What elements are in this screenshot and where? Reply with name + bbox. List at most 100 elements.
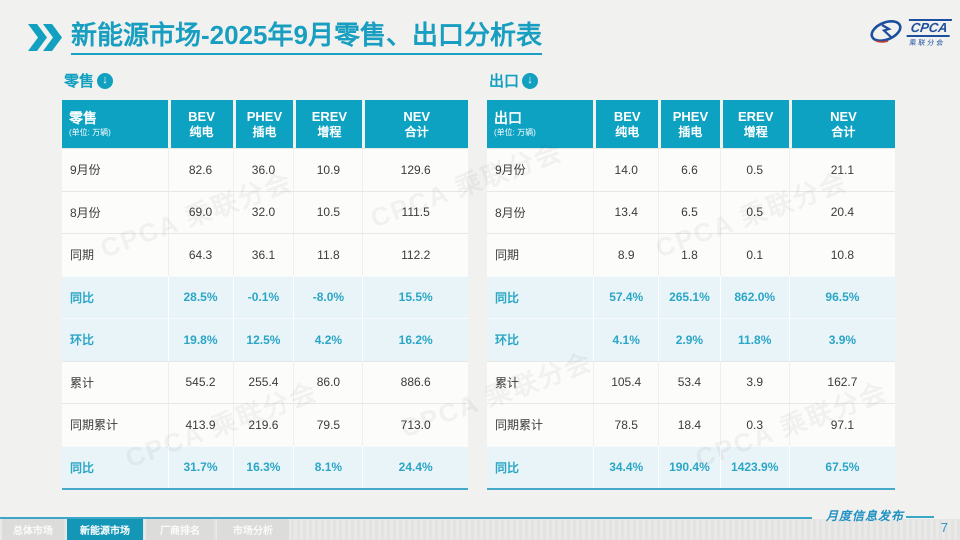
column-header-cn: 合计 (831, 124, 856, 139)
value-cell: 0.5 (719, 191, 789, 233)
row-label-cell: 同期累计 (70, 418, 119, 433)
column-header-en: PHEV (672, 109, 709, 124)
column-header-en: NEV (830, 109, 857, 124)
footer-tab-2[interactable]: 新能源市场 (67, 519, 143, 540)
value-cell: 111.5 (362, 191, 468, 233)
row-label-cell: 同比 (70, 290, 95, 305)
value-cell: -8.0% (293, 276, 362, 318)
value-cell: 78.5 (593, 404, 658, 446)
row-label-cell: 累计 (70, 375, 95, 390)
value-cell: 255.4 (232, 361, 294, 403)
value-cell: 31.7% (167, 446, 233, 488)
row-label-cell: 8月份 (495, 205, 526, 220)
row-label-cell: 同期累计 (495, 418, 544, 433)
arrow-down-circle-icon: ↓ (522, 72, 539, 89)
retail-header-title: 零售 (69, 110, 97, 127)
value-cell: 3.9% (788, 319, 895, 361)
row-label-cell: 累计 (495, 375, 520, 390)
table-row: 同期 64.3 36.1 11.8 112.2 (62, 233, 468, 276)
value-cell: 162.7 (788, 361, 895, 403)
value-cell: 10.9 (293, 149, 362, 191)
value-cell: 11.8 (293, 234, 362, 276)
value-cell: 0.1 (719, 234, 789, 276)
footer-divider-line (0, 517, 812, 519)
retail-section-label: 零售 ↓ (64, 70, 114, 91)
value-cell: -0.1% (232, 276, 294, 318)
value-cell: 0.3 (719, 404, 789, 446)
value-cell: 69.0 (167, 191, 233, 233)
table-row: 同期累计 413.9 219.6 79.5 713.0 (62, 403, 468, 446)
column-header-erev: EREV 增程 (719, 100, 789, 148)
value-cell: 265.1% (658, 276, 719, 318)
row-label-cell: 同期 (495, 248, 520, 263)
footer-tab-1[interactable]: 总体市场 (2, 519, 64, 540)
column-header-cn: 增程 (317, 124, 342, 139)
column-header-cn: 插电 (678, 124, 703, 139)
page-number: 7 (940, 520, 948, 535)
column-header-cn: 合计 (404, 124, 429, 139)
column-header-nev: NEV 合计 (362, 100, 468, 148)
value-cell: 3.9 (719, 361, 789, 403)
value-cell: 112.2 (362, 234, 468, 276)
table-row: 同比 31.7% 16.3% 8.1% 24.4% (62, 445, 468, 488)
column-header-phev: PHEV 插电 (232, 100, 294, 148)
value-cell: 0.5 (719, 149, 789, 191)
value-cell: 86.0 (293, 361, 362, 403)
double-chevron-icon (28, 24, 64, 56)
value-cell: 2.9% (658, 319, 719, 361)
column-header-en: PHEV (246, 109, 283, 124)
table-row: 同期累计 78.5 18.4 0.3 97.1 (487, 403, 895, 446)
table-row: 9月份 82.6 36.0 10.9 129.6 (62, 148, 468, 191)
value-cell: 862.0% (719, 276, 789, 318)
value-cell: 4.1% (593, 319, 658, 361)
table-row: 8月份 69.0 32.0 10.5 111.5 (62, 190, 468, 233)
value-cell: 28.5% (167, 276, 233, 318)
column-header-nev: NEV 合计 (788, 100, 895, 148)
column-header-cn: 纯电 (615, 124, 640, 139)
value-cell: 413.9 (167, 404, 233, 446)
value-cell: 82.6 (167, 149, 233, 191)
row-label-cell: 同比 (70, 460, 95, 475)
column-header-cn: 纯电 (189, 124, 214, 139)
value-cell: 105.4 (593, 361, 658, 403)
table-row: 同比 57.4% 265.1% 862.0% 96.5% (487, 275, 895, 318)
column-header-en: EREV (738, 109, 774, 124)
value-cell: 6.5 (658, 191, 719, 233)
value-cell: 10.8 (788, 234, 895, 276)
footer-tab-4[interactable]: 市场分析 (217, 519, 289, 540)
column-header-phev: PHEV 插电 (658, 100, 719, 148)
value-cell: 16.2% (362, 319, 468, 361)
export-header-label-cell: 出口 (单位: 万辆) (487, 100, 593, 148)
value-cell: 8.1% (293, 446, 362, 488)
row-label-cell: 9月份 (70, 163, 101, 178)
export-header-unit: (单位: 万辆) (494, 128, 536, 138)
page-title: 新能源市场-2025年9月零售、出口分析表 (71, 20, 542, 56)
table-row: 同期 8.9 1.8 0.1 10.8 (487, 233, 895, 276)
row-label-cell: 同比 (495, 460, 520, 475)
column-header-en: BEV (188, 109, 215, 124)
value-cell: 67.5% (788, 446, 895, 488)
value-cell: 79.5 (293, 404, 362, 446)
cpca-subtext: 乘联分会 (908, 40, 946, 48)
column-header-bev: BEV 纯电 (593, 100, 658, 148)
page-title-suffix: -2025年9月零售、出口分析表 (201, 20, 542, 50)
retail-section-title: 零售 (64, 73, 95, 90)
row-label-cell: 环比 (495, 333, 520, 348)
value-cell: 53.4 (658, 361, 719, 403)
value-cell: 36.0 (232, 149, 294, 191)
retail-table: 零售 (单位: 万辆) BEV 纯电 PHEV 插电 EREV 增程 NEV 合计 9月份 82.6 3… (62, 100, 468, 490)
export-section-title: 出口 (489, 73, 520, 90)
value-cell: 1423.9% (719, 446, 789, 488)
value-cell: 15.5% (362, 276, 468, 318)
footer-tab-3[interactable]: 厂商排名 (146, 519, 214, 540)
column-header-en: EREV (311, 109, 348, 124)
value-cell: 1.8 (658, 234, 719, 276)
value-cell: 64.3 (167, 234, 233, 276)
value-cell: 12.5% (232, 319, 294, 361)
value-cell: 11.8% (719, 319, 789, 361)
value-cell: 4.2% (293, 319, 362, 361)
value-cell: 21.1 (788, 149, 895, 191)
table-row: 环比 4.1% 2.9% 11.8% 3.9% (487, 318, 895, 361)
value-cell: 34.4% (593, 446, 658, 488)
